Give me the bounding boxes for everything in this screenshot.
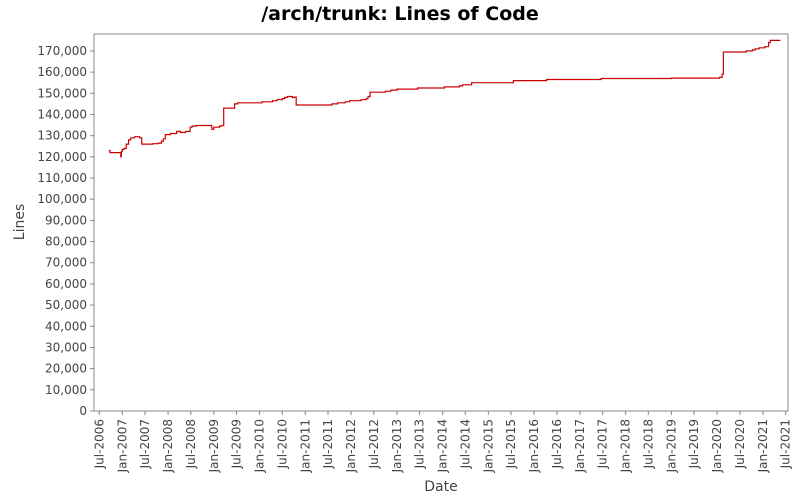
y-tick-label: 60,000 [45, 277, 87, 291]
y-tick-label: 140,000 [37, 107, 87, 121]
x-tick-label: Jul-2016 [550, 419, 564, 469]
y-tick-label: 130,000 [37, 129, 87, 143]
x-tick-label: Jan-2017 [573, 419, 587, 473]
series-line [108, 39, 781, 158]
x-tick-label: Jan-2013 [390, 419, 404, 473]
y-tick-label: 30,000 [45, 340, 87, 354]
y-tick-label: 10,000 [45, 383, 87, 397]
plot-area [93, 33, 789, 412]
x-tick-label: Jan-2016 [527, 419, 541, 473]
x-tick-label: Jul-2018 [641, 419, 655, 469]
x-tick-label: Jan-2011 [298, 419, 312, 473]
y-tick-label: 90,000 [45, 213, 87, 227]
x-tick-label: Jan-2010 [253, 419, 267, 473]
y-tick-label: 70,000 [45, 256, 87, 270]
y-axis-title: Lines [12, 204, 28, 240]
x-tick-label: Jan-2019 [664, 419, 678, 473]
chart-title: /arch/trunk: Lines of Code [261, 3, 539, 25]
x-tick-label: Jul-2009 [230, 419, 244, 469]
x-tick-label: Jul-2014 [458, 419, 472, 469]
x-axis-title: Date [424, 479, 457, 495]
y-tick-label: 0 [79, 404, 87, 418]
y-tick-label: 110,000 [37, 171, 87, 185]
x-tick-label: Jul-2019 [687, 419, 701, 469]
y-tick-label: 80,000 [45, 235, 87, 249]
y-tick-label: 150,000 [37, 86, 87, 100]
y-tick-label: 40,000 [45, 319, 87, 333]
x-tick-label: Jan-2014 [436, 419, 450, 473]
y-tick-label: 100,000 [37, 192, 87, 206]
x-tick-label: Jul-2012 [367, 419, 381, 469]
x-tick-label: Jul-2006 [92, 419, 106, 469]
x-tick-label: Jan-2015 [481, 419, 495, 473]
x-tick-label: Jul-2020 [733, 419, 747, 469]
x-tick-label: Jan-2007 [115, 419, 129, 473]
y-axis: 0 10,000 20,000 30,000 40,000 50,000 60,000 70,… [37, 44, 94, 418]
x-axis: Jul-2006 Jan-2007 Jul-2007 Jan-2008 Jul-2008… [92, 411, 793, 473]
x-tick-label: Jan-2008 [161, 419, 175, 473]
y-tick-label: 50,000 [45, 298, 87, 312]
x-tick-label: Jan-2020 [710, 419, 724, 473]
y-tick-label: 170,000 [37, 44, 87, 58]
y-tick-label: 120,000 [37, 150, 87, 164]
x-tick-label: Jul-2015 [504, 419, 518, 469]
y-tick-label: 20,000 [45, 362, 87, 376]
x-tick-label: Jan-2021 [756, 419, 770, 473]
x-tick-label: Jan-2009 [207, 419, 221, 473]
x-tick-label: Jul-2007 [138, 419, 152, 469]
x-tick-label: Jul-2017 [596, 419, 610, 469]
y-tick-label: 160,000 [37, 65, 87, 79]
x-tick-label: Jul-2011 [321, 419, 335, 469]
x-tick-label: Jul-2021 [779, 419, 793, 469]
x-tick-label: Jul-2008 [184, 419, 198, 469]
x-tick-label: Jul-2013 [413, 419, 427, 469]
x-tick-label: Jan-2018 [619, 419, 633, 473]
x-tick-label: Jul-2010 [275, 419, 289, 469]
x-tick-label: Jan-2012 [344, 419, 358, 473]
